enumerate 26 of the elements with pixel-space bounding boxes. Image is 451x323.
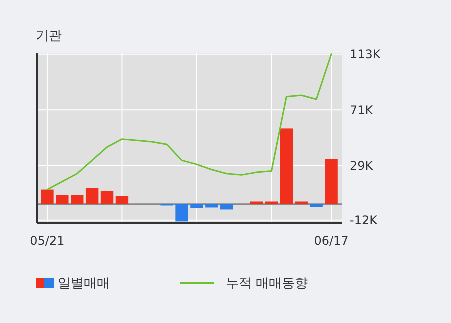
- bar: [265, 202, 278, 204]
- bar: [56, 195, 69, 204]
- bar: [310, 204, 323, 208]
- line-series: [46, 54, 332, 191]
- bar: [295, 202, 308, 204]
- legend-label: 누적 매매동향: [226, 276, 308, 292]
- y-tick-label: -12K: [350, 214, 379, 228]
- x-tick-label: 06/17: [314, 234, 349, 248]
- y-tick-label: 29K: [350, 159, 374, 174]
- bar: [116, 196, 129, 204]
- legend-label: 일별매매: [58, 276, 110, 292]
- y-tick-label: 71K: [350, 103, 374, 118]
- bar: [41, 190, 54, 204]
- bar: [250, 202, 264, 204]
- bar: [100, 191, 114, 204]
- bar: [280, 128, 294, 204]
- bar: [176, 204, 188, 222]
- bar: [190, 204, 204, 208]
- bar: [220, 204, 234, 210]
- chart-title: 기관: [36, 29, 62, 44]
- bar: [86, 188, 99, 204]
- bar: [206, 204, 218, 208]
- bar: [325, 159, 338, 204]
- x-tick-label: 05/21: [30, 234, 65, 248]
- bar: [71, 195, 84, 204]
- y-tick-label: 113K: [350, 48, 382, 62]
